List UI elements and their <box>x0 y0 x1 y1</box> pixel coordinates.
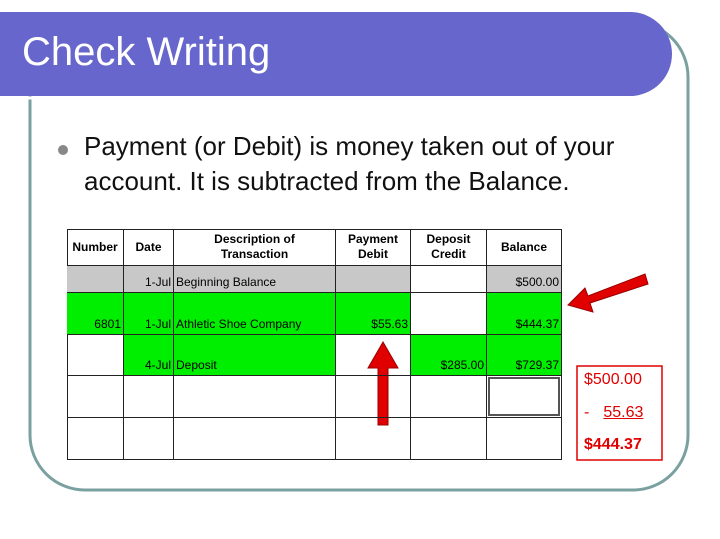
table-cell: $729.37 <box>487 335 562 376</box>
selected-cell <box>488 377 560 416</box>
table-cell: Deposit <box>174 335 336 376</box>
header-text: Payment <box>347 232 399 246</box>
table-cell: $285.00 <box>411 335 487 376</box>
header-text: Transaction <box>220 247 289 261</box>
table-cell: 1-Jul <box>124 266 174 293</box>
arrow-up <box>367 340 399 426</box>
table-cell: $500.00 <box>487 266 562 293</box>
table-cell: 1-Jul <box>124 293 174 335</box>
bullet-dot <box>58 145 68 155</box>
header-cell: Balance <box>487 229 562 266</box>
table-cell <box>67 266 124 293</box>
arrow-left <box>567 273 649 313</box>
table-cell: $55.63 <box>336 293 411 335</box>
header-cell: Deposit Credit <box>411 229 487 266</box>
table-cell <box>336 266 411 293</box>
table-cell <box>411 376 487 418</box>
table-cell <box>174 376 336 418</box>
title-bar <box>0 12 672 96</box>
table-cell: 4-Jul <box>124 335 174 376</box>
calc-amount: 55.63 <box>603 404 644 421</box>
header-cell: Payment Debit <box>336 229 411 266</box>
table-cell <box>67 418 124 460</box>
bullet-line: account. It is subtracted from the Balan… <box>84 166 570 196</box>
table-cell <box>487 418 562 460</box>
header-text: Credit <box>431 247 466 261</box>
table-cell <box>411 266 487 293</box>
calc-start: $500.00 <box>584 371 642 388</box>
table-cell <box>174 418 336 460</box>
header-text: Number <box>72 239 118 254</box>
title: Check Writing <box>22 30 271 74</box>
table-cell: Athletic Shoe Company <box>174 293 336 335</box>
table-cell <box>487 376 562 418</box>
table-cell: Beginning Balance <box>174 266 336 293</box>
table-cell <box>336 418 411 460</box>
header-cell: Number <box>67 229 124 266</box>
table-cell: $444.37 <box>487 293 562 335</box>
table-cell: 6801 <box>67 293 124 335</box>
bullet-line: Payment (or Debit) is money taken out of… <box>84 131 615 161</box>
header-text: Balance <box>500 239 548 254</box>
header-cell: Description of Transaction <box>174 229 336 266</box>
table-cell <box>124 418 174 460</box>
table-cell <box>124 376 174 418</box>
table-cell <box>336 335 411 376</box>
calc-result: $444.37 <box>584 436 642 453</box>
table-border <box>67 229 562 460</box>
table-cell <box>336 376 411 418</box>
calc-sign: - <box>584 404 590 421</box>
table-cell <box>67 335 124 376</box>
header-text: Debit <box>358 247 388 261</box>
calc-box <box>576 365 663 461</box>
header-text: Deposit <box>426 232 471 246</box>
table-cell <box>67 376 124 418</box>
header-text: Description of <box>214 232 295 246</box>
header-cell: Date <box>124 229 174 266</box>
table-cell <box>411 418 487 460</box>
header-text: Date <box>135 239 162 254</box>
calc-line: -55.63 <box>584 404 643 422</box>
table-cell <box>411 293 487 335</box>
